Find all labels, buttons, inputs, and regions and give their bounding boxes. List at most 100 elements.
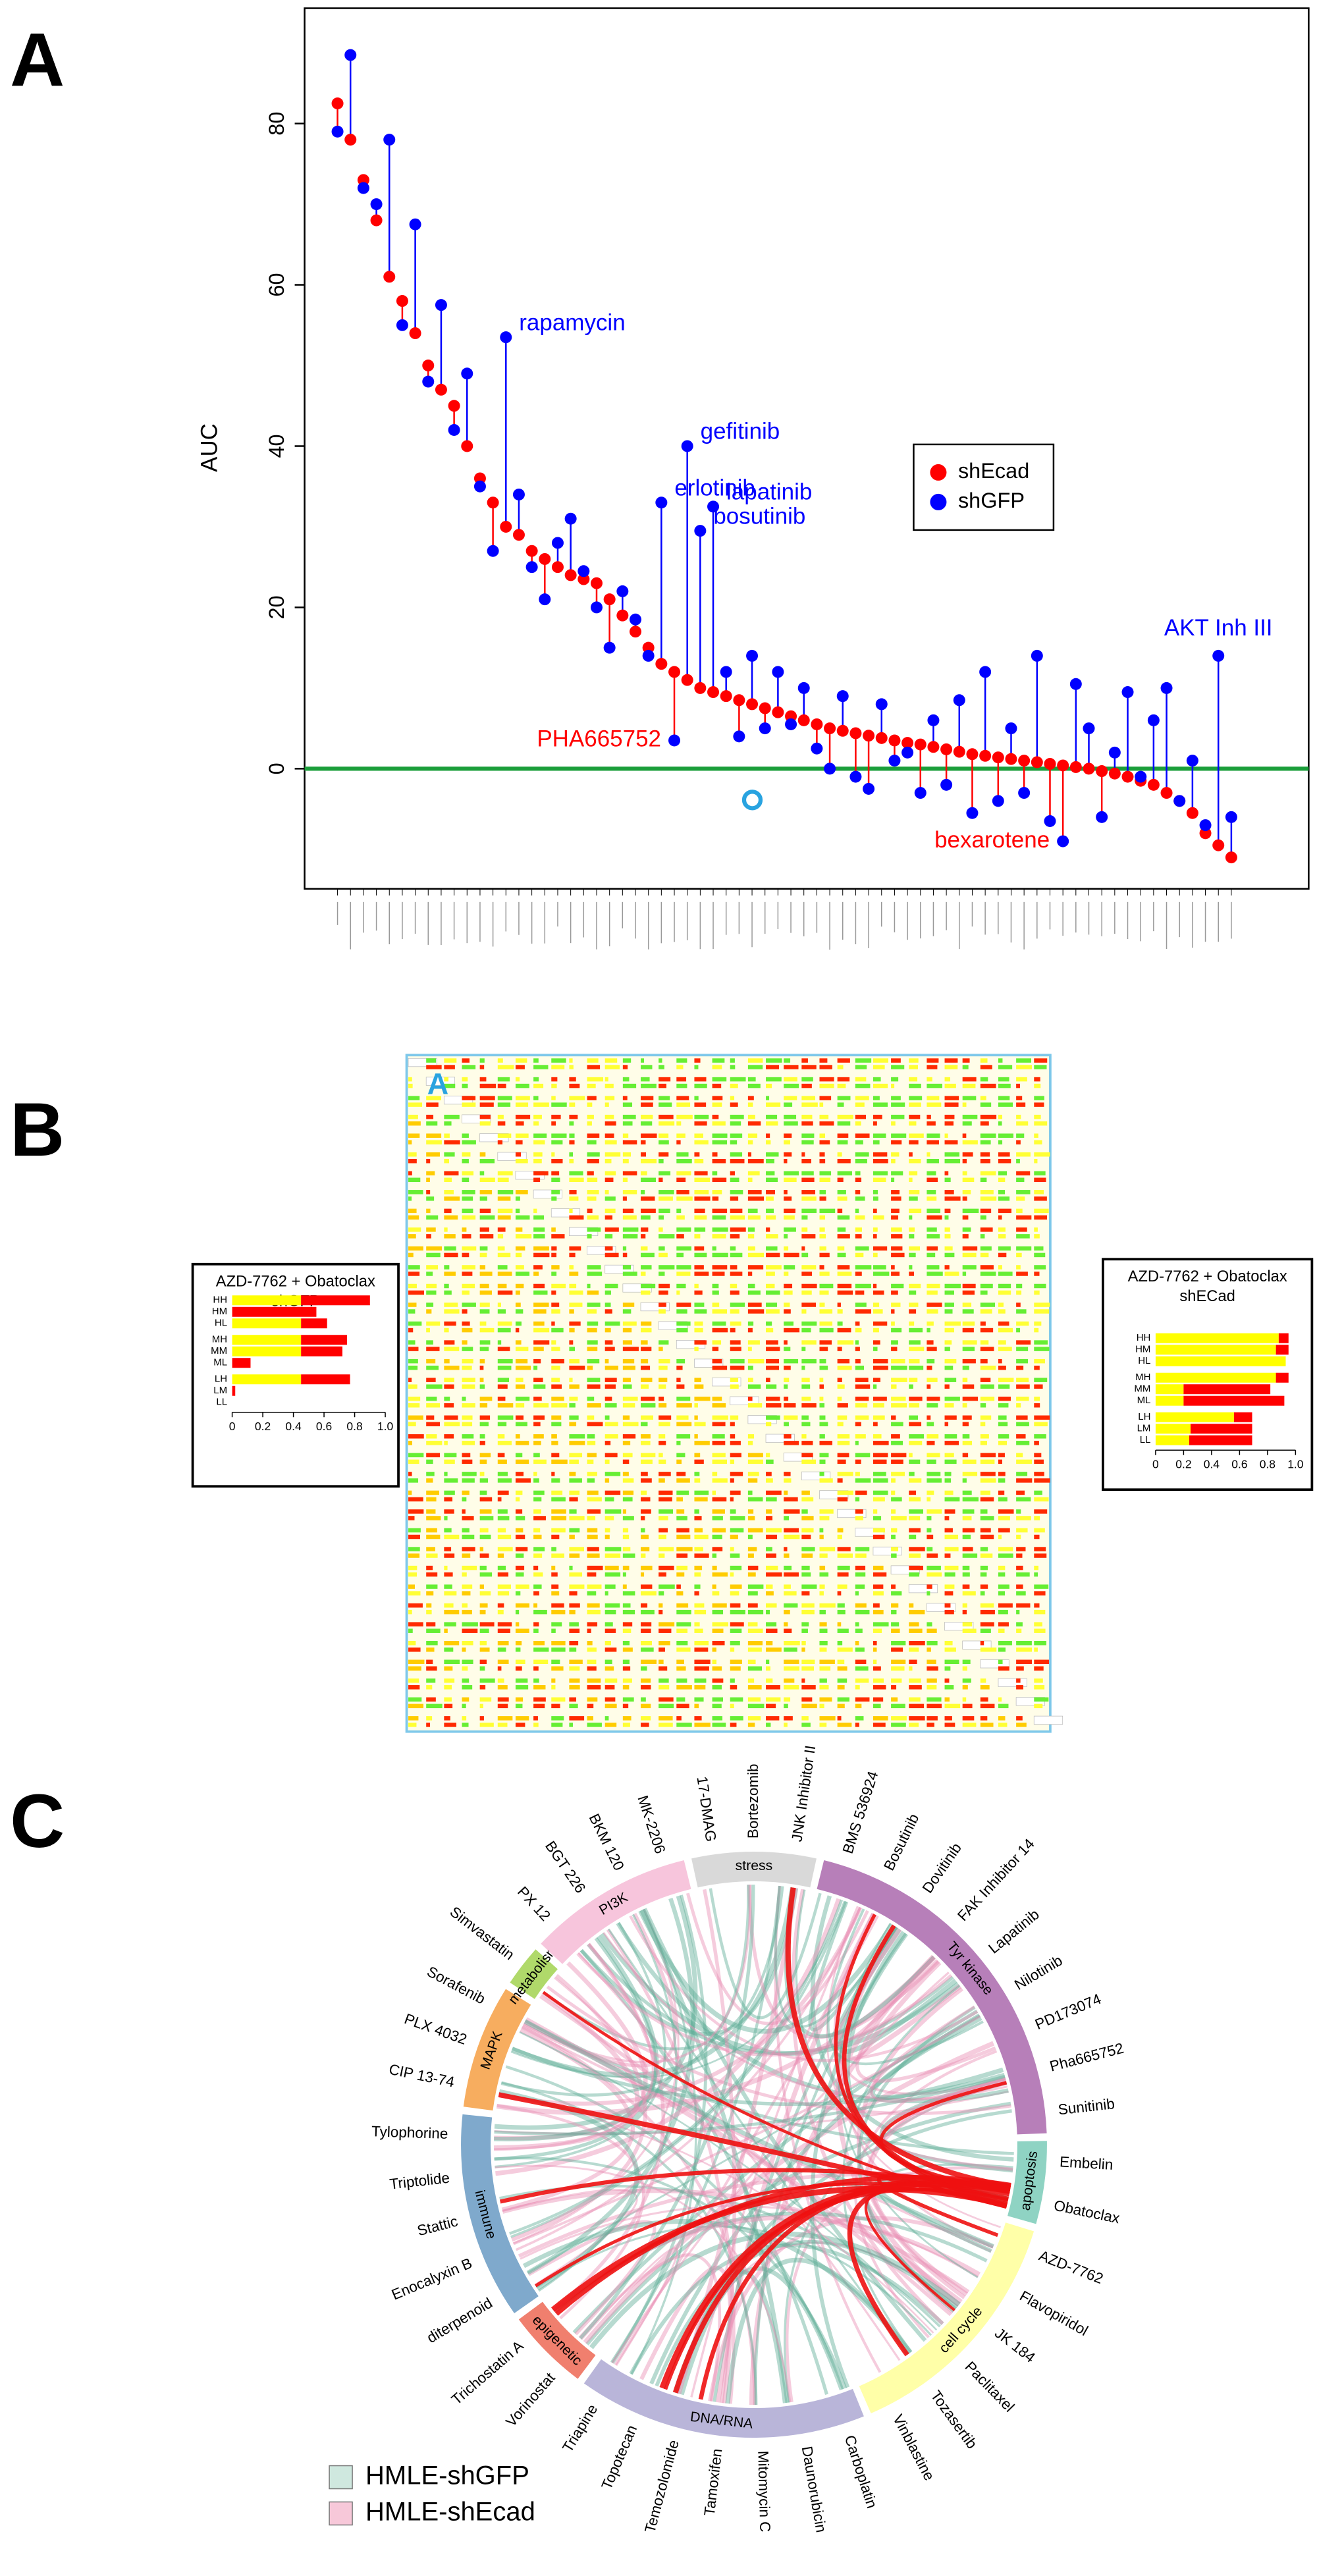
cell-bar <box>784 1096 797 1100</box>
cell-bar <box>927 1302 942 1307</box>
cell-bar <box>533 1516 546 1520</box>
cell-bar <box>909 1309 917 1314</box>
cell-bar <box>658 1666 668 1671</box>
cell-bar <box>569 1246 581 1251</box>
cell-bar <box>676 1378 681 1382</box>
cell-bar <box>784 1215 795 1220</box>
cell-bar <box>426 1102 439 1107</box>
cell-bar <box>712 1591 720 1596</box>
cell-bar <box>444 1265 450 1270</box>
cell-bar <box>873 1272 890 1276</box>
cell-bar <box>927 1441 935 1445</box>
cell-bar <box>676 1434 691 1439</box>
cell-bar <box>497 1177 509 1183</box>
cell-bar <box>551 1396 564 1401</box>
cell-bar <box>605 1196 616 1201</box>
cell-bar <box>462 1678 470 1683</box>
cell-bar <box>1016 1490 1025 1495</box>
cell-bar <box>622 1591 635 1596</box>
cell-bar <box>998 1553 1013 1558</box>
cell-bar <box>927 1215 942 1220</box>
dot <box>914 787 927 799</box>
cell-bar <box>426 1459 433 1464</box>
cell-bar <box>515 1358 528 1364</box>
chord <box>611 1972 950 2364</box>
cell-bar <box>426 1565 433 1570</box>
cell-bar <box>569 1102 576 1107</box>
cell-bar <box>1016 1265 1021 1270</box>
cell-bar <box>980 1553 993 1558</box>
cell-bar <box>444 1678 455 1683</box>
cell-bar <box>569 1208 573 1214</box>
cell-bar <box>819 1534 824 1540</box>
cell-bar <box>1016 1096 1023 1100</box>
cell-bar <box>784 1058 791 1063</box>
dot <box>681 674 693 686</box>
cell-bar <box>497 1290 513 1295</box>
cell-bar <box>640 1140 646 1144</box>
cell-bar <box>676 1321 691 1326</box>
cell-bar <box>587 1083 596 1088</box>
cell-bar <box>658 1077 671 1082</box>
cell-bar <box>605 1622 613 1626</box>
cell-bar <box>712 1697 723 1702</box>
cell-bar <box>837 1340 854 1345</box>
cell-bar <box>622 1096 628 1100</box>
cell-bar <box>462 1152 471 1157</box>
cell-bar <box>891 1403 907 1408</box>
cell-bar <box>658 1234 675 1239</box>
cell-bar <box>909 1509 923 1514</box>
cell-bar <box>497 1534 512 1540</box>
cell-bar <box>801 1453 813 1458</box>
cell-bar <box>747 1121 761 1126</box>
cell-bar <box>640 1215 651 1220</box>
cell-bar <box>587 1603 600 1608</box>
cell-bar <box>962 1497 979 1502</box>
cell-bar <box>515 1572 524 1577</box>
cell-bar <box>622 1478 634 1483</box>
cell-bar <box>891 1628 900 1633</box>
cell-bar <box>766 1459 774 1464</box>
cell-bar <box>658 1133 669 1138</box>
cell-bar <box>622 1083 637 1088</box>
dot <box>370 198 383 211</box>
cell-bar <box>855 1697 870 1702</box>
cell-bar <box>909 1272 915 1276</box>
cell-bar <box>1016 1215 1032 1220</box>
annotation: lapatinib <box>726 479 812 505</box>
cell-bar <box>1016 1058 1032 1063</box>
cell-bar <box>515 1133 529 1138</box>
cell-bar <box>676 1509 685 1514</box>
cell-bar <box>444 1490 455 1495</box>
cell-bar <box>479 1509 492 1514</box>
cell-bar <box>694 1659 711 1665</box>
cell-bar <box>587 1215 599 1220</box>
cell-bar <box>980 1328 994 1333</box>
cell-bar <box>801 1441 813 1445</box>
cell-bar <box>801 1716 809 1721</box>
cell-bar <box>658 1347 663 1351</box>
cell-bar <box>551 1422 562 1427</box>
cell-bar <box>408 1528 421 1533</box>
cell-bar <box>819 1265 824 1270</box>
cell-bar <box>676 1208 682 1214</box>
cell-bar <box>569 1152 574 1157</box>
cell-bar <box>891 1490 896 1495</box>
cell-bar <box>944 1378 957 1382</box>
cell-bar <box>551 1347 560 1351</box>
dot <box>551 561 564 574</box>
cell-bar <box>962 1565 970 1570</box>
cell-bar <box>855 1158 867 1164</box>
cell-bar <box>515 1441 529 1445</box>
cell-bar <box>730 1704 734 1709</box>
cell-bar <box>855 1403 868 1408</box>
cell-bar <box>694 1723 711 1727</box>
cell-bar <box>873 1347 878 1351</box>
cell-bar <box>408 1102 423 1107</box>
cell-bar <box>479 1478 489 1483</box>
cell-bar <box>962 1065 969 1069</box>
cell-bar <box>426 1497 437 1502</box>
cell-bar <box>622 1403 635 1408</box>
cell-bar <box>640 1478 652 1483</box>
